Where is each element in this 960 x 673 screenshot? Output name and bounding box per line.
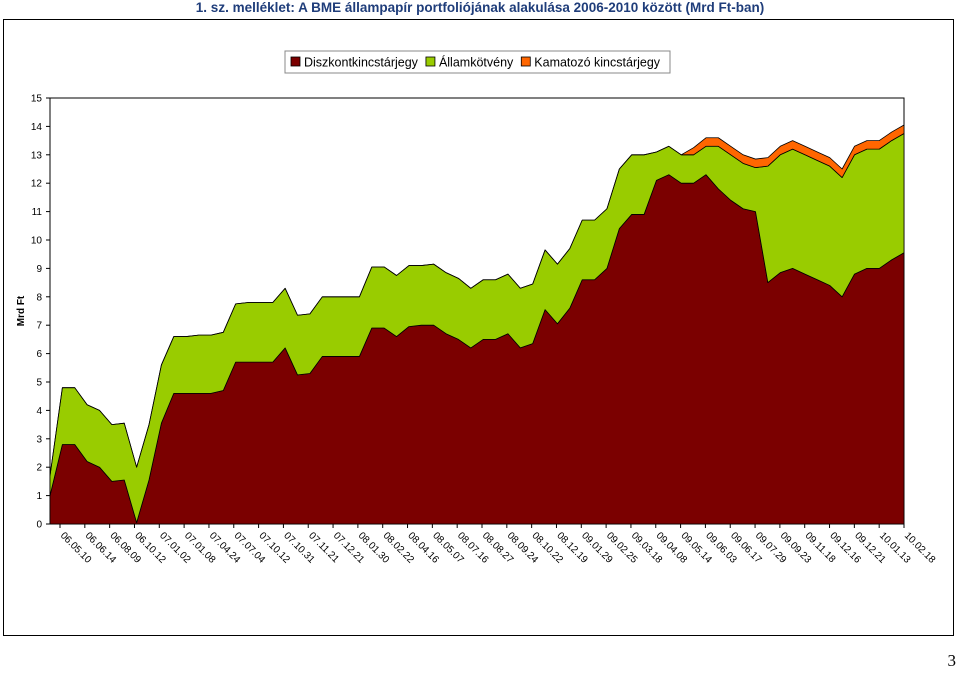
y-tick-label: 3 bbox=[36, 434, 42, 445]
legend-swatch-1 bbox=[290, 56, 301, 67]
y-tick-label: 7 bbox=[36, 321, 42, 332]
y-tick-label: 13 bbox=[31, 150, 43, 161]
y-tick-label: 5 bbox=[36, 378, 42, 389]
y-tick-label: 12 bbox=[31, 179, 43, 190]
legend-swatch-3 bbox=[520, 56, 531, 67]
y-tick-label: 14 bbox=[31, 122, 43, 133]
y-tick-label: 4 bbox=[36, 406, 42, 417]
page-number: 3 bbox=[947, 651, 957, 670]
y-tick-label: 2 bbox=[36, 463, 42, 474]
series-area-3 bbox=[49, 124, 905, 477]
y-axis-title: Mrd Ft bbox=[16, 295, 27, 326]
legend-label-2: Államkötvény bbox=[439, 55, 514, 70]
y-tick-label: 6 bbox=[36, 349, 42, 360]
y-tick-label: 10 bbox=[31, 236, 43, 247]
page-title: 1. sz. melléklet: A BME állampapír portf… bbox=[195, 0, 765, 15]
y-tick-label: 1 bbox=[36, 491, 42, 502]
y-tick-label: 8 bbox=[36, 292, 42, 303]
y-tick-label: 0 bbox=[36, 520, 42, 531]
y-tick-label: 9 bbox=[36, 264, 42, 275]
chart-frame bbox=[3, 19, 954, 636]
legend-swatch-2 bbox=[425, 56, 436, 67]
legend-label-3: Kamatozó kincstárjegy bbox=[534, 56, 661, 70]
legend-label-1: Diszkontkincstárjegy bbox=[304, 56, 419, 70]
legend bbox=[284, 50, 671, 74]
y-tick-label: 15 bbox=[31, 94, 43, 105]
y-tick-label: 11 bbox=[32, 207, 43, 218]
